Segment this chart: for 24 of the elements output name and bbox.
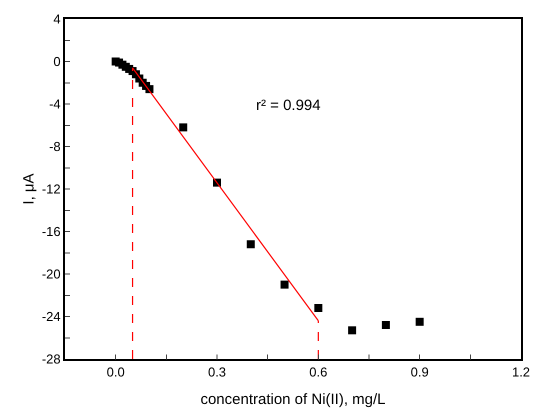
y-tick-label: -16 [42,224,61,240]
y-tick-label: -20 [42,266,61,282]
x-tick-label: 0.0 [106,364,125,380]
y-tick-label: -28 [42,352,61,367]
x-axis-title: concentration of Ni(II), mg/L [200,390,386,408]
point [280,280,289,289]
x-tick-label: 0.9 [410,364,429,380]
x-tick-label: 0.3 [208,364,226,380]
x-tick-label: 1.2 [512,364,530,380]
point [348,326,356,334]
y-tick-label: 4 [53,12,61,27]
annotation: r² = 0.994 [256,97,321,114]
x-tick-label: 0.6 [309,364,328,380]
y-axis-title: I, μA [20,173,38,205]
y-tick-label: -8 [49,139,61,154]
point [314,304,322,312]
y-tick-label: -4 [49,96,61,112]
point [382,321,390,329]
y-tick-label: -12 [42,182,61,197]
point [246,240,255,248]
y-tick-label: -24 [42,309,61,324]
point [179,123,188,132]
y-tick-label: 0 [53,54,61,70]
point [416,318,424,326]
